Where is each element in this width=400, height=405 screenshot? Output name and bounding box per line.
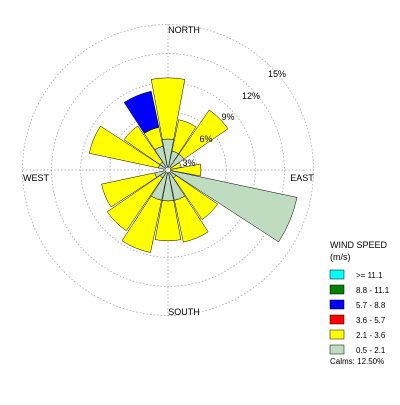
petal-s-band-1	[154, 200, 182, 242]
legend-label-3: 3.6 - 5.7	[356, 316, 386, 325]
petal-wnw-band-1	[88, 125, 161, 169]
petal-ese-band-0	[170, 170, 298, 243]
legend-swatch-2	[329, 299, 345, 310]
legend-label-4: 2.1 - 3.6	[356, 331, 386, 340]
compass-label-west: WEST	[23, 173, 50, 183]
ring-label-12: 12%	[242, 91, 260, 101]
petal-nnw-band-2	[123, 90, 160, 134]
ring-label-9: 9%	[221, 112, 234, 122]
legend-swatch-0	[329, 269, 345, 280]
legend-swatch-1	[329, 284, 345, 295]
petal-nne-band-1	[171, 119, 197, 155]
petal-se-band-1	[173, 175, 218, 220]
petal-ssw-band-1	[121, 195, 162, 253]
legend-swatch-3	[329, 314, 345, 325]
legend-items: >= 11.1 8.8 - 11.1 5.7 - 8.8 3.6 - 5.7 2.1 -…	[329, 269, 390, 355]
calms-text: Calms: 12.50%	[330, 357, 384, 366]
legend: WIND SPEED (m/s) >= 11.1 8.8 - 11.1 5.7 - …	[329, 240, 390, 366]
ring-label-15: 15%	[268, 69, 286, 79]
legend-swatch-5	[329, 344, 345, 355]
legend-swatch-4	[329, 329, 345, 340]
ring-label-6: 6%	[199, 134, 212, 144]
petal-sw-band-1	[106, 175, 163, 232]
petal-ene-band-0	[170, 162, 182, 170]
petal-layer	[88, 77, 298, 253]
petal-nw-band-1	[123, 125, 163, 165]
ring-label-3: 3%	[182, 158, 195, 168]
petal-ne-band-1	[178, 109, 229, 160]
legend-label-2: 5.7 - 8.8	[356, 301, 386, 310]
petal-sse-band-1	[174, 195, 209, 243]
compass-label-east: EAST	[290, 173, 314, 183]
legend-label-0: >= 11.1	[356, 271, 383, 280]
compass-label-south: SOUTH	[168, 307, 200, 317]
label-layer: NORTH EAST SOUTH WEST 3% 6% 9% 12% 15%	[23, 25, 314, 317]
legend-title: WIND SPEED	[330, 240, 388, 250]
petal-e-band-0	[170, 163, 202, 177]
petal-wsw-band-1	[101, 172, 157, 208]
grid-ring-12	[51, 53, 285, 287]
legend-label-5: 0.5 - 2.1	[356, 346, 386, 355]
legend-label-1: 8.8 - 11.1	[356, 286, 390, 295]
petal-n-band-1	[150, 77, 186, 140]
legend-unit: (m/s)	[330, 252, 351, 262]
compass-label-north: NORTH	[168, 25, 200, 35]
